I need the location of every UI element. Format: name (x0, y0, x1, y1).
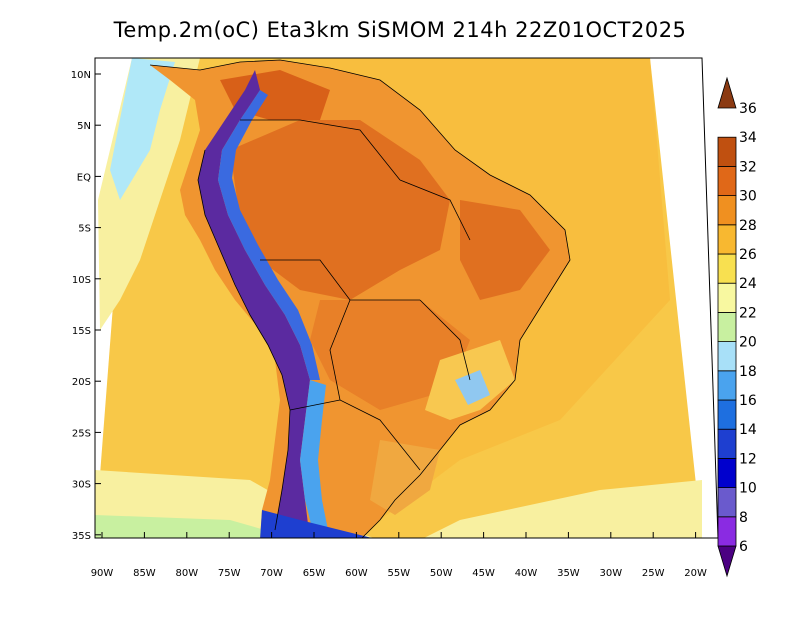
pacific-cooler (110, 58, 175, 200)
colorbar-label: 36 (739, 101, 757, 117)
colorbar-label: 14 (739, 422, 757, 438)
lat-label: EQ (77, 172, 91, 183)
colorbar-high-arrow (717, 76, 737, 109)
colorbar-label: 18 (739, 364, 757, 380)
colorbar-segment (717, 136, 737, 167)
colorbar-label: 34 (739, 130, 757, 146)
colorbar-segment (717, 165, 737, 196)
lon-label: 60W (345, 568, 368, 579)
lon-label: 75W (218, 568, 241, 579)
lat-label: 30S (72, 480, 91, 491)
colorbar-label: 32 (739, 159, 757, 175)
amazon-hot (230, 120, 450, 300)
colorbar-label: 30 (739, 189, 757, 205)
lat-label: 35S (72, 531, 91, 542)
south-cooler (95, 515, 300, 538)
colorbar-label: 12 (739, 451, 757, 467)
colorbar-segment (717, 253, 737, 284)
colorbar-segment (717, 341, 737, 372)
lon-label: 30W (599, 568, 622, 579)
colorbar-label: 10 (739, 481, 757, 497)
lon-label: 45W (472, 568, 495, 579)
lat-label: 5S (78, 224, 91, 235)
lon-label: 70W (260, 568, 283, 579)
colorbar-label: 28 (739, 218, 757, 234)
latitude-axis: 10N 5N EQ 5S 10S 15S 20S 25S 30S 35S (71, 70, 101, 542)
south-cool-land (370, 440, 440, 515)
colorbar-label: 26 (739, 247, 757, 263)
lon-label: 65W (303, 568, 326, 579)
patagonia-cold (260, 510, 380, 538)
colorbar-segment (717, 516, 737, 547)
map-title: Temp.2m(oC) Eta3km SiSMOM 214h 22Z01OCT2… (113, 18, 687, 42)
southeast-cool-spots (455, 370, 490, 405)
colorbar-segment (717, 311, 737, 342)
lon-label: 50W (430, 568, 453, 579)
colorbar-segment (717, 487, 737, 518)
atlantic-south-cool (420, 480, 702, 538)
andes-edge (218, 90, 320, 380)
colorbar-label: 8 (739, 510, 748, 526)
central-warm (310, 300, 470, 410)
lon-label: 80W (175, 568, 198, 579)
colorbar: 6 8 10 12 14 16 18 20 22 24 26 28 30 32 34 36 (717, 76, 757, 578)
lat-label: 10N (71, 70, 91, 81)
andes-outer (300, 380, 330, 538)
lat-label: 25S (72, 428, 91, 439)
lon-label: 40W (515, 568, 538, 579)
andes-cold (198, 70, 310, 538)
lat-label: 5N (77, 121, 91, 132)
northeast-hot (460, 200, 550, 300)
lat-label: 20S (72, 377, 91, 388)
lat-label: 10S (72, 275, 91, 286)
longitude-axis: 90W 85W 80W 75W 70W 65W 60W 55W 50W 45W 40W 35W 30W 2… (91, 532, 707, 579)
colorbar-segment (717, 399, 737, 430)
colorbar-label: 22 (739, 305, 757, 321)
colorbar-label: 20 (739, 335, 757, 351)
country-borders (149, 59, 571, 538)
lat-label: 15S (72, 326, 91, 337)
colorbar-segment (717, 282, 737, 313)
colorbar-segment (717, 195, 737, 226)
colorbar-segment (717, 370, 737, 401)
lon-label: 55W (387, 568, 410, 579)
colorbar-segment (717, 224, 737, 255)
colorbar-label: 24 (739, 276, 757, 292)
lon-label: 25W (642, 568, 665, 579)
lon-label: 20W (684, 568, 707, 579)
colorbar-low-arrow (717, 545, 737, 578)
colorbar-label: 6 (739, 539, 748, 555)
lon-label: 90W (91, 568, 114, 579)
map-field (95, 58, 702, 538)
lon-label: 85W (133, 568, 156, 579)
lon-label: 35W (557, 568, 580, 579)
colorbar-segment (717, 457, 737, 488)
colorbar-segment (717, 428, 737, 459)
colorbar-label: 16 (739, 393, 757, 409)
